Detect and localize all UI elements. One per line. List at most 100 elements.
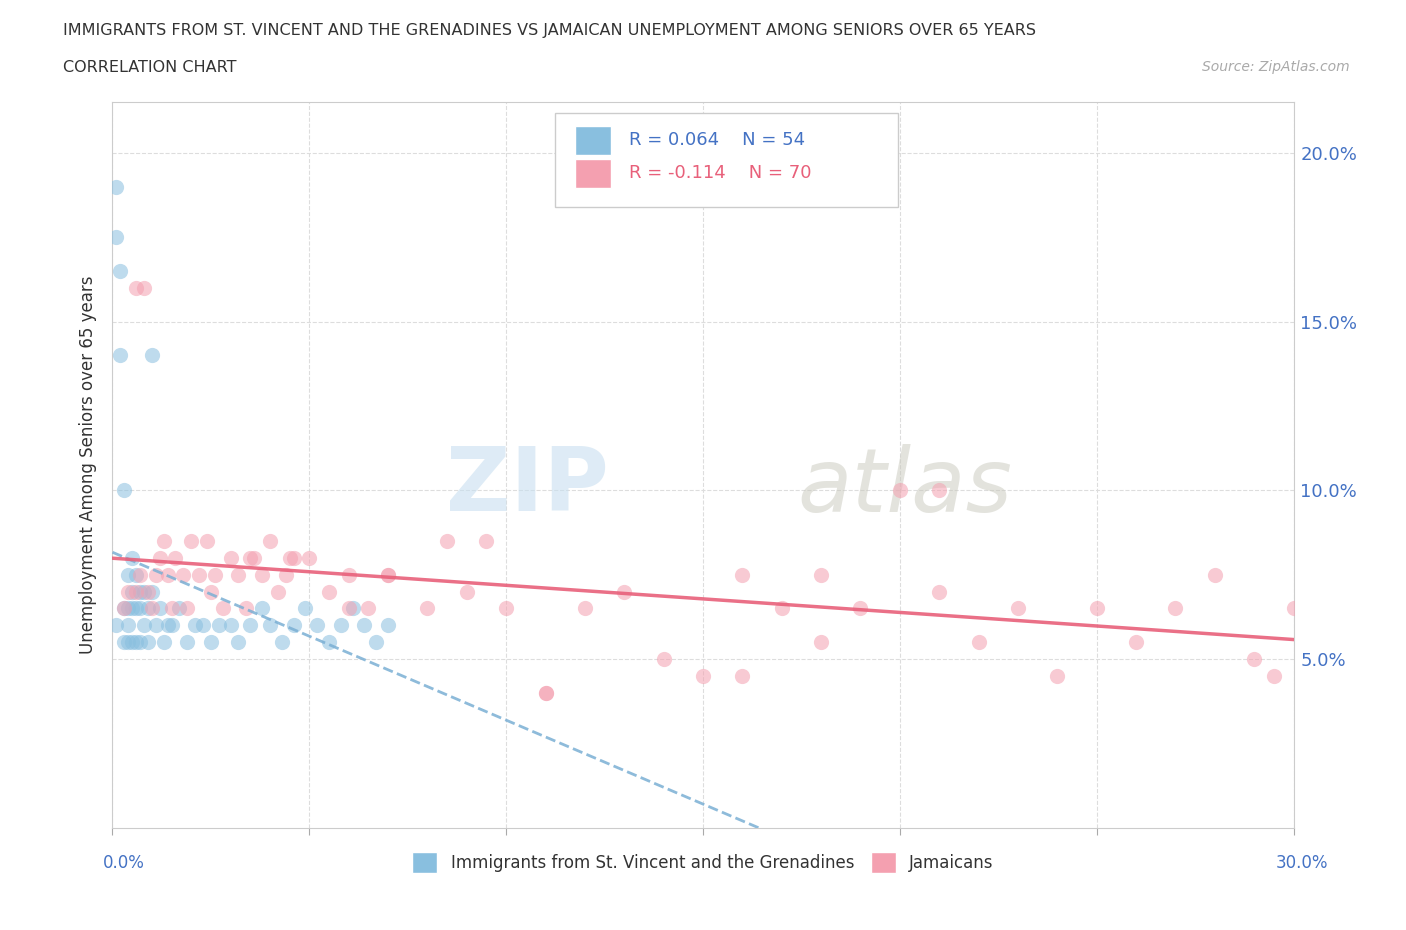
Text: CORRELATION CHART: CORRELATION CHART bbox=[63, 60, 236, 75]
Point bbox=[259, 618, 281, 632]
Point bbox=[125, 567, 148, 582]
Point bbox=[436, 534, 458, 549]
Point bbox=[239, 551, 262, 565]
FancyBboxPatch shape bbox=[555, 113, 898, 207]
Point bbox=[652, 652, 675, 667]
Point bbox=[149, 551, 172, 565]
Point bbox=[195, 534, 218, 549]
Point bbox=[307, 618, 329, 632]
Point bbox=[149, 601, 172, 616]
Point bbox=[141, 601, 163, 616]
Point bbox=[731, 567, 754, 582]
Point bbox=[298, 551, 321, 565]
Point bbox=[770, 601, 793, 616]
Point bbox=[117, 584, 139, 599]
Legend: Immigrants from St. Vincent and the Grenadines, Jamaicans: Immigrants from St. Vincent and the Gren… bbox=[404, 844, 1002, 881]
Point bbox=[125, 601, 148, 616]
Point bbox=[180, 534, 202, 549]
Point bbox=[377, 618, 399, 632]
Point bbox=[176, 634, 198, 649]
Point bbox=[337, 567, 360, 582]
Point bbox=[184, 618, 207, 632]
Text: R = -0.114    N = 70: R = -0.114 N = 70 bbox=[628, 165, 811, 182]
Point bbox=[357, 601, 380, 616]
Point bbox=[1046, 669, 1069, 684]
Point bbox=[132, 281, 155, 296]
Point bbox=[1243, 652, 1265, 667]
Point bbox=[145, 618, 167, 632]
Point bbox=[337, 601, 360, 616]
Point bbox=[200, 634, 222, 649]
Text: IMMIGRANTS FROM ST. VINCENT AND THE GRENADINES VS JAMAICAN UNEMPLOYMENT AMONG SE: IMMIGRANTS FROM ST. VINCENT AND THE GREN… bbox=[63, 23, 1036, 38]
Point bbox=[318, 584, 340, 599]
Point bbox=[141, 348, 163, 363]
Text: ZIP: ZIP bbox=[446, 444, 609, 530]
Point bbox=[318, 634, 340, 649]
Point bbox=[1282, 601, 1305, 616]
Text: R = 0.064    N = 54: R = 0.064 N = 54 bbox=[628, 131, 804, 149]
Point bbox=[1164, 601, 1187, 616]
Point bbox=[160, 601, 183, 616]
Point bbox=[208, 618, 231, 632]
Point bbox=[121, 634, 143, 649]
Point bbox=[353, 618, 375, 632]
Point bbox=[136, 584, 159, 599]
Point bbox=[129, 584, 152, 599]
Point bbox=[810, 634, 832, 649]
Point bbox=[172, 567, 194, 582]
Point bbox=[110, 348, 132, 363]
Point bbox=[219, 618, 242, 632]
Point bbox=[125, 281, 148, 296]
Point bbox=[145, 567, 167, 582]
Point bbox=[283, 551, 305, 565]
Point bbox=[574, 601, 596, 616]
Point bbox=[228, 634, 250, 649]
Point bbox=[270, 634, 292, 649]
Point bbox=[125, 634, 148, 649]
Point bbox=[235, 601, 257, 616]
Point bbox=[200, 584, 222, 599]
Point bbox=[475, 534, 498, 549]
Point bbox=[534, 685, 557, 700]
Point bbox=[250, 601, 273, 616]
Point bbox=[211, 601, 233, 616]
Point bbox=[613, 584, 636, 599]
Point bbox=[278, 551, 301, 565]
Point bbox=[132, 618, 155, 632]
Point bbox=[112, 601, 135, 616]
Point bbox=[377, 567, 399, 582]
Point bbox=[105, 618, 128, 632]
Point bbox=[274, 567, 297, 582]
Point bbox=[129, 634, 152, 649]
Point bbox=[1263, 669, 1285, 684]
Point bbox=[534, 685, 557, 700]
Point bbox=[105, 179, 128, 194]
Point bbox=[849, 601, 872, 616]
Point bbox=[692, 669, 714, 684]
Point bbox=[228, 567, 250, 582]
Point bbox=[191, 618, 214, 632]
Point bbox=[117, 601, 139, 616]
Y-axis label: Unemployment Among Seniors over 65 years: Unemployment Among Seniors over 65 years bbox=[79, 276, 97, 654]
Point bbox=[152, 534, 174, 549]
Point bbox=[259, 534, 281, 549]
Point bbox=[928, 584, 950, 599]
FancyBboxPatch shape bbox=[575, 126, 610, 154]
Point bbox=[136, 601, 159, 616]
Point bbox=[176, 601, 198, 616]
Point bbox=[121, 551, 143, 565]
Point bbox=[188, 567, 211, 582]
Point bbox=[160, 618, 183, 632]
Point bbox=[1085, 601, 1108, 616]
Point bbox=[1204, 567, 1226, 582]
Point bbox=[889, 483, 911, 498]
Point bbox=[928, 483, 950, 498]
Point bbox=[125, 584, 148, 599]
Point bbox=[294, 601, 316, 616]
Point bbox=[967, 634, 990, 649]
Point bbox=[105, 230, 128, 245]
Point bbox=[342, 601, 364, 616]
Point bbox=[152, 634, 174, 649]
Point bbox=[219, 551, 242, 565]
Point bbox=[129, 601, 152, 616]
